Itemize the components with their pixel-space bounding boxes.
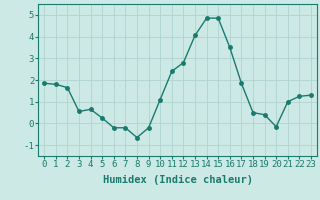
X-axis label: Humidex (Indice chaleur): Humidex (Indice chaleur) [103,175,252,185]
